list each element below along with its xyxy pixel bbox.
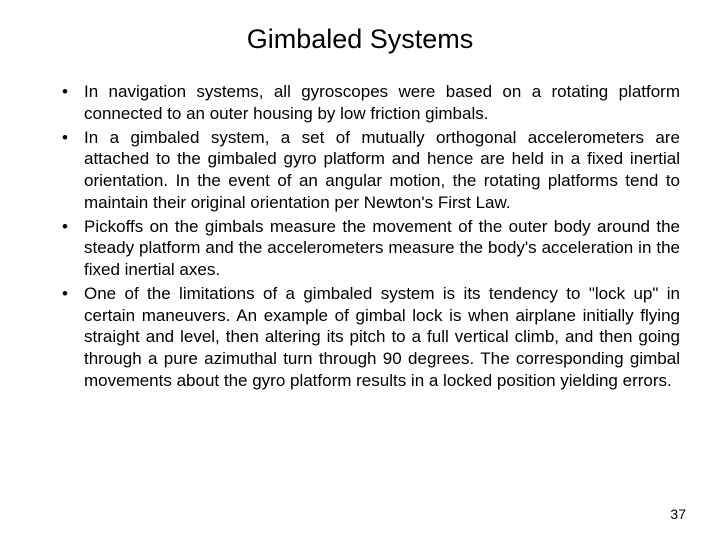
page-number: 37 — [670, 506, 686, 522]
slide-title: Gimbaled Systems — [40, 24, 680, 55]
list-item: In a gimbaled system, a set of mutually … — [62, 127, 680, 214]
bullet-list: In navigation systems, all gyroscopes we… — [40, 81, 680, 392]
slide: Gimbaled Systems In navigation systems, … — [0, 0, 720, 540]
list-item: One of the limitations of a gimbaled sys… — [62, 283, 680, 392]
list-item: In navigation systems, all gyroscopes we… — [62, 81, 680, 125]
list-item: Pickoffs on the gimbals measure the move… — [62, 216, 680, 281]
